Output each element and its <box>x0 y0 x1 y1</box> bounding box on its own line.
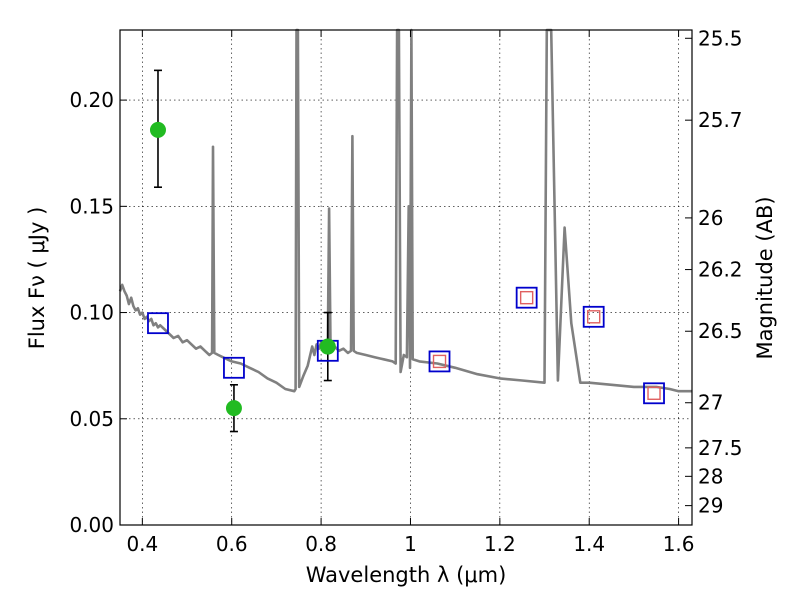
photometry-markers <box>147 121 665 417</box>
y-tick-label: 0.20 <box>69 88 114 112</box>
observed-flux-marker <box>519 290 534 305</box>
y-tick-label: 0.05 <box>69 407 114 431</box>
y-tick-label: 0.00 <box>69 513 114 537</box>
detection-point <box>149 121 166 138</box>
observed-flux-marker <box>432 354 447 369</box>
model-flux-marker <box>147 312 169 335</box>
y-axis-label: Flux Fν ( μJy ) <box>25 207 49 350</box>
axis-ticks <box>120 30 692 526</box>
x-tick-label: 0.6 <box>216 532 248 556</box>
model-flux-marker <box>643 382 665 405</box>
y2-tick-label: 28 <box>698 464 723 488</box>
x-tick-label: 0.8 <box>305 532 337 556</box>
detection-point <box>319 338 336 355</box>
grid-lines <box>120 30 692 525</box>
x-axis-label: Wavelength λ (μm) <box>306 563 507 587</box>
model-spectrum <box>118 28 692 393</box>
x-tick-label: 1 <box>404 532 417 556</box>
y2-axis-label: Magnitude (AB) <box>753 196 777 359</box>
y2-tick-label: 25.7 <box>698 108 743 132</box>
y2-tick-label: 27.5 <box>698 436 743 460</box>
model-flux-marker <box>582 305 605 328</box>
y-tick-label: 0.15 <box>69 194 114 218</box>
y2-tick-label: 29 <box>698 494 723 518</box>
y-tick-label: 0.10 <box>69 301 114 325</box>
model-flux-marker <box>428 350 451 373</box>
y2-tick-label: 25.5 <box>698 26 743 50</box>
plot-frame <box>119 29 693 526</box>
model-flux-marker <box>223 356 245 379</box>
y2-tick-label: 26 <box>698 206 723 230</box>
x-tick-label: 1.6 <box>663 532 695 556</box>
x-tick-label: 0.4 <box>126 532 158 556</box>
x-tick-label: 1.2 <box>484 532 516 556</box>
x-tick-label: 1.4 <box>573 532 605 556</box>
tick-labels: 0.4 0.6 0.8 1 1.2 1.4 1.6 0.00 0.05 0.10 0.15 0.20 2… <box>69 26 742 556</box>
observed-flux-marker <box>586 310 601 324</box>
y2-tick-label: 27 <box>698 391 723 415</box>
y2-tick-label: 26.5 <box>698 319 743 343</box>
observed-flux-marker <box>647 386 661 400</box>
model-flux-marker <box>515 286 538 309</box>
y2-tick-label: 26.2 <box>698 258 743 282</box>
spectrum-line <box>118 28 692 393</box>
detection-point <box>225 400 242 417</box>
